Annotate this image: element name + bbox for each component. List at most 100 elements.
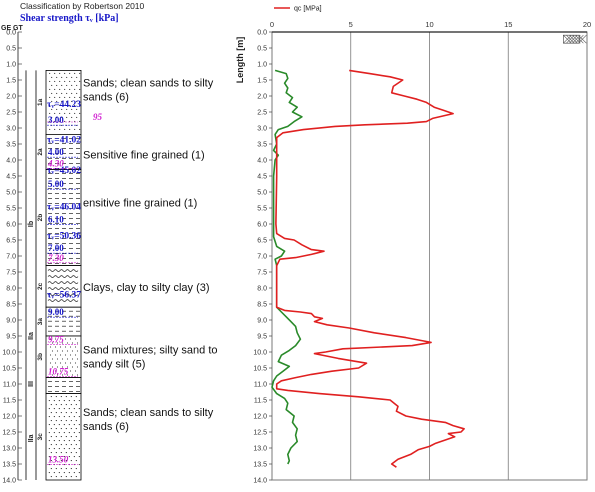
sand-dot [63, 400, 65, 402]
sand-dot [61, 84, 63, 86]
sand-dot [75, 476, 77, 478]
sand-dot [59, 370, 62, 372]
sand-dot [64, 362, 67, 364]
soil-classification-label: sands (6) [83, 421, 129, 433]
sand-dot [66, 358, 69, 360]
sand-dot [56, 84, 58, 86]
sand-dot [70, 420, 72, 422]
sample-depth-label: 95 [93, 112, 103, 122]
sand-dot [63, 416, 65, 418]
sand-dot [63, 448, 65, 450]
sand-dot [58, 424, 60, 426]
sand-dot [79, 80, 81, 82]
sand-dot [74, 88, 76, 90]
sand-dot [78, 448, 80, 450]
sand-dot [66, 350, 69, 352]
sand-dot [59, 104, 61, 106]
sand-dot [56, 76, 58, 78]
y-tick-label: 9.0 [257, 318, 267, 325]
sample-depth-label: 3.00 [48, 115, 64, 125]
y-tick-label: 0.0 [257, 30, 267, 37]
sand-dot [49, 370, 52, 372]
sand-dot [55, 428, 57, 430]
shear-value-label: τᵥ=44.23 [47, 100, 81, 110]
sand-dot [49, 346, 52, 348]
left-axis-tick-label: 0.0 [6, 30, 16, 37]
sand-dot [49, 88, 51, 90]
legend-label: qc [MPa] [294, 6, 322, 13]
sand-dot [68, 432, 70, 434]
sand-dot [50, 412, 52, 414]
y-tick-label: 0.5 [257, 46, 267, 53]
sand-dot [61, 116, 63, 118]
sand-dot [53, 472, 55, 474]
sand-dot [60, 396, 62, 398]
friction-series-line [271, 69, 303, 465]
y-tick-label: 12.5 [253, 430, 267, 437]
classification-title: Classification by Robertson 2010 [20, 1, 145, 11]
sand-dot [73, 472, 75, 474]
sand-dot [65, 420, 67, 422]
left-axis-tick-label: 11.0 [3, 382, 16, 389]
sand-dot [53, 416, 55, 418]
sand-dot [70, 428, 72, 430]
sand-dot [51, 366, 54, 368]
sand-dot [55, 436, 57, 438]
sand-dot [78, 432, 80, 434]
soil-classification-label: Clays, clay to silty clay (3) [83, 282, 210, 294]
sand-dot [76, 84, 78, 86]
sand-dot [79, 88, 81, 90]
left-axis-tick-label: 9.0 [6, 318, 16, 325]
y-tick-label: 2.0 [257, 94, 267, 101]
sand-dot [61, 124, 63, 126]
sand-dot [58, 472, 60, 474]
left-axis-tick-label: 3.5 [6, 142, 16, 149]
sand-dot [63, 464, 65, 466]
sand-dot [50, 468, 52, 470]
sand-dot [76, 342, 79, 344]
soil-classification-label: Sand mixtures; silty sand to [83, 345, 218, 357]
sand-dot [79, 112, 81, 114]
sand-dot [63, 432, 65, 434]
clay-wave [47, 281, 79, 284]
sand-dot [71, 92, 73, 94]
sand-dot [54, 80, 56, 82]
left-axis-tick-label: 5.0 [6, 190, 16, 197]
sand-dot [50, 404, 52, 406]
hatch-line [575, 34, 584, 44]
sand-dot [65, 412, 67, 414]
sand-dot [51, 350, 54, 352]
sand-dot [55, 476, 57, 478]
sand-dot [75, 444, 77, 446]
left-axis-tick-label: 12.5 [2, 430, 16, 437]
sand-dot [70, 396, 72, 398]
soil-classification-label: Sands; clean sands to silty [83, 77, 214, 89]
sand-dot [69, 120, 71, 122]
sand-dot [74, 362, 77, 364]
sand-dot [60, 436, 62, 438]
sand-dot [51, 108, 53, 110]
geology-log-column: 1a 2a 2b 2c 3a 3b 3c Ib IIa III IIa Sands; clean sa… [25, 70, 218, 481]
sand-dot [59, 112, 61, 114]
unit-code-label: 2c [37, 282, 44, 290]
sand-dot [54, 88, 56, 90]
left-axis-tick-label: 11.5 [3, 398, 16, 405]
sand-dot [68, 440, 70, 442]
unit-code-label: 3c [37, 433, 44, 441]
sand-dot [61, 342, 64, 344]
left-axis-tick-label: 13.5 [2, 462, 16, 469]
y-tick-label: 6.0 [257, 222, 267, 229]
sand-dot [71, 76, 73, 78]
sand-dot [64, 338, 67, 340]
clay-wave [47, 299, 79, 302]
sand-dot [49, 338, 52, 340]
geo-unit-label: IIa [28, 332, 35, 340]
sand-dot [51, 374, 54, 376]
sand-dot [74, 338, 77, 340]
sand-dot [75, 412, 77, 414]
sand-dot [48, 416, 50, 418]
sand-dot [76, 374, 79, 376]
sand-dot [70, 404, 72, 406]
sand-dot [60, 404, 62, 406]
sand-dot [55, 444, 57, 446]
